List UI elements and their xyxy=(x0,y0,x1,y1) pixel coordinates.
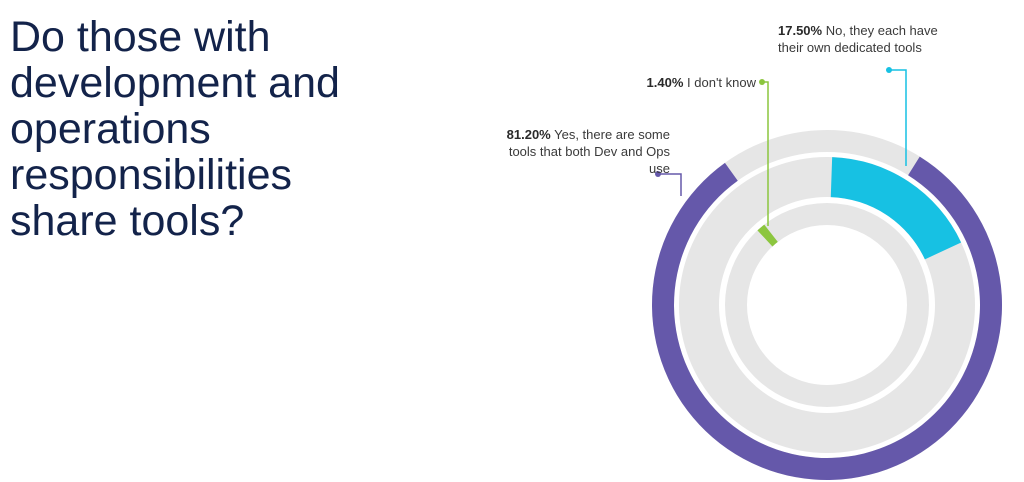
value-label: 81.20% xyxy=(506,127,551,142)
leader-dot xyxy=(655,171,661,177)
data-label: 81.20% Yes, there are some tools that bo… xyxy=(495,126,670,177)
ring-track xyxy=(725,203,929,407)
ring-bar xyxy=(830,157,962,260)
category-label: I don't know xyxy=(687,75,756,90)
data-label: 17.50% No, they each have their own dedi… xyxy=(778,22,938,56)
leader-dot xyxy=(759,79,765,85)
ring-bar xyxy=(757,224,778,247)
value-label: 17.50% xyxy=(778,23,823,38)
value-label: 1.40% xyxy=(646,75,684,90)
ring-track xyxy=(679,157,975,453)
chart-title: Do those with development and operations… xyxy=(10,13,340,245)
leader-line xyxy=(658,173,682,196)
leader-dot xyxy=(886,67,892,73)
data-label: 1.40% I don't know xyxy=(560,74,756,91)
category-label: Yes, there are some tools that both Dev … xyxy=(508,127,670,176)
category-label: No, they each have their own dedicated t… xyxy=(778,23,938,55)
leader-line xyxy=(889,69,907,166)
